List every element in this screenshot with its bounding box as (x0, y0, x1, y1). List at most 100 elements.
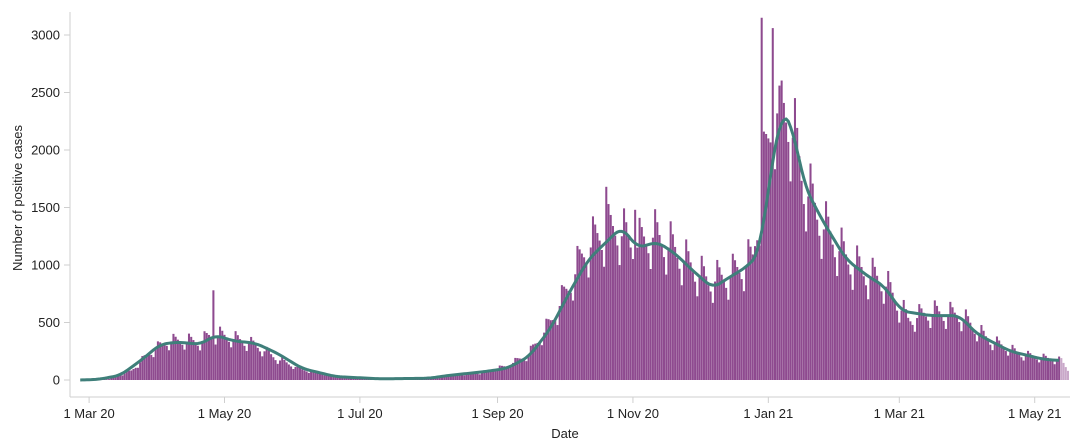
daily-bar (851, 289, 854, 380)
daily-bar (265, 346, 268, 380)
daily-bar (1047, 357, 1050, 380)
daily-bar (991, 350, 994, 380)
daily-bar (460, 374, 464, 380)
daily-bar (190, 336, 193, 380)
daily-bar (536, 342, 539, 380)
daily-bar (330, 374, 333, 380)
daily-bar (232, 339, 235, 380)
daily-bar (749, 246, 752, 380)
daily-bar (920, 308, 923, 380)
daily-bar (571, 300, 575, 380)
daily-bar (847, 264, 850, 380)
daily-bar (514, 357, 517, 380)
daily-bar (971, 328, 974, 380)
daily-bar (221, 330, 224, 380)
daily-bar (658, 234, 661, 380)
daily-bar (647, 253, 650, 380)
daily-bar (525, 361, 528, 380)
daily-bar (152, 357, 155, 380)
daily-bar (494, 371, 497, 380)
daily-bar (549, 320, 552, 380)
daily-bar (305, 371, 308, 380)
daily-bar (130, 370, 133, 380)
daily-bar (813, 202, 816, 380)
daily-bar (123, 373, 126, 380)
daily-bar (321, 374, 324, 380)
daily-bar (796, 127, 799, 380)
daily-bar (1029, 353, 1032, 380)
daily-bar (1049, 359, 1052, 380)
daily-bar (907, 317, 910, 380)
daily-bar (145, 354, 148, 380)
daily-bar (496, 368, 499, 380)
daily-bar (301, 369, 304, 380)
daily-bar (312, 370, 315, 380)
y-tick-label: 3000 (31, 28, 60, 43)
daily-bar (731, 253, 734, 380)
daily-bar (569, 292, 572, 380)
daily-bar (449, 375, 452, 380)
daily-bar (136, 367, 139, 380)
daily-bar (825, 201, 828, 380)
daily-bar (869, 278, 872, 380)
daily-bar (591, 216, 594, 380)
daily-bar (867, 299, 870, 380)
daily-bar (538, 342, 541, 380)
daily-bar (598, 240, 601, 380)
daily-bar (454, 374, 457, 380)
daily-bar (1000, 344, 1003, 380)
daily-bar (523, 359, 526, 380)
y-tick-label: 1000 (31, 258, 60, 273)
x-tick-label: 1 Mar 20 (63, 406, 114, 421)
daily-bar (556, 325, 559, 380)
daily-bar (1033, 357, 1036, 380)
daily-bar (891, 292, 894, 380)
daily-bar (247, 343, 250, 380)
daily-bar (154, 349, 157, 380)
daily-bar (332, 375, 335, 380)
daily-bar (1024, 355, 1027, 380)
daily-bar (463, 375, 466, 380)
daily-bar (545, 318, 548, 380)
y-ticks: 0 500 1000 1500 2000 2500 3000 (31, 28, 70, 388)
daily-bar (483, 370, 486, 380)
daily-bar (893, 301, 896, 380)
daily-bar (944, 328, 947, 380)
daily-bar (975, 341, 979, 380)
x-tick-label: 1 May 21 (1008, 406, 1061, 421)
daily-bar (1044, 355, 1047, 380)
daily-bar (618, 265, 621, 380)
daily-bar (456, 374, 459, 380)
daily-bar (207, 334, 210, 380)
daily-bar (110, 377, 113, 380)
daily-bar (745, 265, 748, 380)
daily-bar (263, 351, 266, 380)
daily-bar (927, 320, 930, 380)
daily-bar (951, 307, 954, 380)
daily-bar (267, 350, 270, 380)
daily-bar (947, 315, 950, 380)
daily-bar (762, 131, 765, 380)
daily-bar (864, 285, 868, 380)
daily-bar (170, 342, 173, 380)
daily-bar (942, 320, 945, 380)
daily-bar (505, 366, 508, 380)
daily-bar (474, 373, 477, 380)
daily-bar (161, 343, 164, 380)
daily-bar (234, 331, 237, 380)
y-axis-title: Number of positive cases (10, 125, 25, 271)
daily-bar (936, 305, 939, 380)
daily-bar (274, 360, 277, 380)
daily-bar (478, 374, 481, 380)
daily-bar (725, 287, 728, 380)
trend-line (80, 117, 1060, 382)
daily-bar (736, 266, 739, 380)
daily-bar (236, 335, 239, 380)
y-tick-label: 500 (38, 315, 60, 330)
daily-bar (887, 270, 890, 380)
daily-bar (276, 363, 279, 380)
daily-bar (1020, 357, 1023, 380)
x-axis-title: Date (551, 426, 578, 441)
daily-bar (876, 275, 879, 380)
daily-bar (210, 336, 213, 380)
